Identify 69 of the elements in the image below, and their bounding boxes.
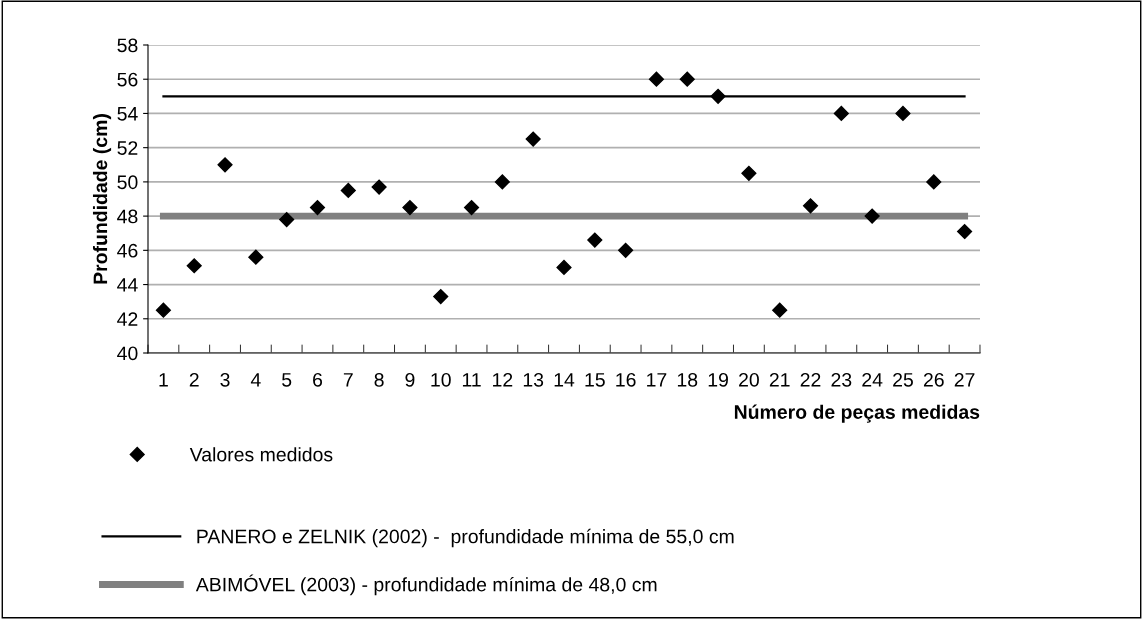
- point: [957, 223, 973, 240]
- x-tick-label: 1: [159, 373, 168, 387]
- point: [340, 182, 356, 199]
- point: [833, 105, 849, 122]
- y-tick-label: 48: [117, 209, 138, 224]
- point: [556, 259, 572, 276]
- y-tick-label: 54: [117, 107, 138, 121]
- point: [772, 302, 788, 318]
- x-tick-label: 2: [189, 372, 199, 387]
- x-tick-label: 14: [554, 373, 575, 387]
- legend-label: ABIMÓVEL (2003) - profundidade mínima de 48,0 cm: [195, 574, 657, 596]
- point: [926, 174, 942, 190]
- x-tick-label: 4: [250, 373, 261, 387]
- point: [402, 199, 418, 216]
- y-tick-label: 56: [117, 72, 138, 87]
- x-tick-label: 7: [343, 373, 353, 387]
- point: [155, 302, 171, 318]
- legend-label: Valores medidos: [189, 447, 333, 462]
- x-axis-title: Número de peças medidas: [734, 404, 980, 423]
- point: [710, 88, 726, 104]
- x-tick-label: 22: [800, 372, 821, 387]
- point: [494, 174, 510, 190]
- y-tick-label: 44: [117, 278, 138, 292]
- point: [741, 165, 757, 181]
- x-tick-label: 13: [523, 372, 544, 387]
- x-tick-label: 23: [831, 372, 852, 387]
- point: [309, 199, 326, 216]
- point: [525, 131, 541, 147]
- x-tick-label: 16: [616, 372, 636, 387]
- x-tick-label: 17: [647, 373, 667, 387]
- x-tick-label: 24: [862, 372, 883, 387]
- x-tick-label: 25: [893, 372, 913, 387]
- x-tick-label: 27: [954, 372, 975, 387]
- x-tick-label: 20: [739, 372, 759, 387]
- x-tick-label: 15: [585, 373, 605, 387]
- y-tick-label: 46: [117, 243, 138, 258]
- x-tick-label: 19: [708, 372, 728, 387]
- y-axis-title: Profundidade (cm): [92, 114, 112, 284]
- x-tick-label: 3: [220, 372, 230, 387]
- x-tick-label: 26: [923, 372, 944, 387]
- x-tick-label: 8: [374, 372, 384, 387]
- y-tick-label: 52: [117, 141, 138, 155]
- point: [648, 71, 665, 87]
- point: [186, 258, 202, 274]
- point: [587, 232, 603, 248]
- y-tick-label: 58: [117, 38, 138, 53]
- point: [895, 105, 911, 122]
- x-tick-label: 5: [282, 373, 292, 387]
- point: [371, 179, 387, 195]
- x-tick-label: 10: [431, 372, 451, 387]
- y-tick-label: 50: [117, 175, 138, 190]
- x-tick-label: 12: [493, 372, 513, 387]
- point: [217, 157, 233, 173]
- x-tick-label: 6: [313, 372, 323, 387]
- x-tick-label: 11: [462, 373, 481, 387]
- point: [463, 199, 480, 216]
- y-tick-label: 40: [117, 346, 138, 361]
- x-tick-label: 9: [405, 372, 415, 387]
- point: [279, 211, 295, 228]
- point: [679, 71, 695, 87]
- x-tick-label: 18: [677, 372, 698, 387]
- point: [864, 208, 880, 224]
- point: [248, 249, 264, 265]
- point: [802, 198, 819, 214]
- legend-label: PANERO e ZELNIK (2002) - profundidade mínima de 55,0 cm: [197, 528, 734, 548]
- point: [618, 242, 634, 258]
- x-tick-label: 21: [769, 372, 790, 387]
- y-tick-label: 42: [117, 312, 138, 326]
- point: [433, 288, 449, 305]
